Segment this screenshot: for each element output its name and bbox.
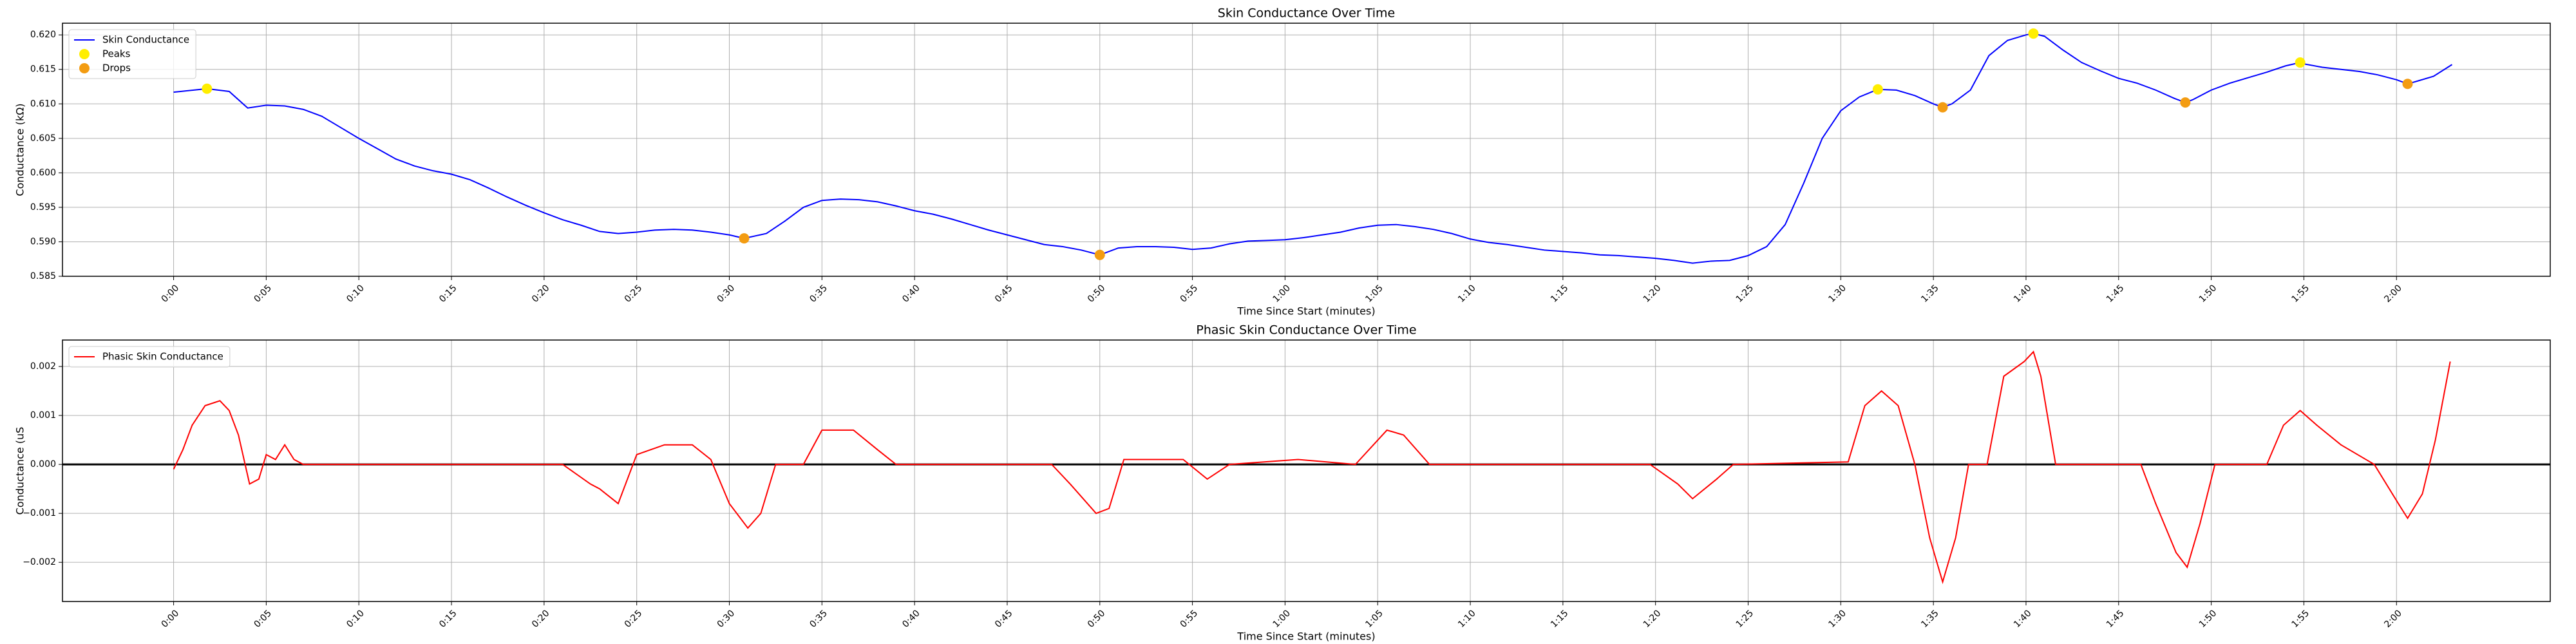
x-tick-label: 0:05 — [252, 608, 274, 630]
data-line — [173, 350, 2451, 585]
x-tick-label: 1:55 — [2290, 283, 2312, 305]
x-tick-label: 0:35 — [808, 283, 829, 305]
data-point — [1937, 102, 1948, 113]
x-tick-label: 0:45 — [993, 283, 1015, 305]
y-tick-label: 0.605 — [30, 133, 56, 144]
x-tick-label: 1:20 — [1642, 283, 1663, 305]
x-axis-label: Time Since Start (minutes) — [1236, 305, 1375, 317]
x-tick-label: 1:55 — [2290, 608, 2312, 630]
x-tick-label: 2:00 — [2382, 608, 2404, 630]
x-tick-label: 1:00 — [1271, 608, 1293, 630]
x-tick-label: 0:55 — [1179, 283, 1200, 305]
y-tick-label: 0.002 — [30, 361, 56, 372]
subplot: Skin Conductance Over Time Time Since Sta… — [14, 6, 2551, 317]
x-tick-label: 1:05 — [1363, 283, 1385, 305]
x-tick-label: 0:25 — [623, 608, 645, 630]
y-tick-label: 0.000 — [30, 459, 56, 469]
x-tick-label: 0:55 — [1179, 608, 1200, 630]
legend-label: Peaks — [102, 48, 131, 60]
plot-frame — [62, 23, 2551, 277]
x-tick-label: 1:45 — [2105, 283, 2126, 305]
x-tick-label: 0:50 — [1086, 283, 1108, 305]
chart-title: Phasic Skin Conductance Over Time — [1196, 323, 1416, 337]
x-tick-label: 1:45 — [2105, 608, 2126, 630]
data-point — [202, 83, 213, 94]
legend-marker — [79, 49, 90, 59]
chart-title: Skin Conductance Over Time — [1218, 6, 1395, 21]
y-tick-label: −0.001 — [23, 508, 56, 518]
x-tick-label: 0:30 — [715, 283, 737, 305]
y-tick-label: 0.595 — [30, 202, 56, 213]
plot-area — [62, 23, 2550, 276]
y-tick-label: 0.585 — [30, 271, 56, 281]
x-tick-label: 0:00 — [160, 608, 182, 630]
y-tick-label: 0.615 — [30, 64, 56, 75]
legend-box — [68, 346, 231, 368]
x-tick-label: 1:15 — [1549, 608, 1571, 630]
x-tick-label: 0:50 — [1086, 608, 1108, 630]
x-tick-label: 0:15 — [437, 283, 459, 305]
legend: Skin Conductance Peaks Drops — [68, 29, 196, 79]
x-tick-label: 1:30 — [1826, 608, 1848, 630]
x-tick-label: 0:40 — [900, 283, 922, 305]
data-point — [2028, 28, 2039, 39]
x-tick-label: 0:30 — [715, 608, 737, 630]
subplot: Phasic Skin Conductance Over Time Time Si… — [14, 323, 2551, 643]
plot-area — [62, 340, 2550, 601]
y-tick-label: −0.002 — [23, 557, 56, 567]
x-tick-label: 1:50 — [2197, 283, 2219, 305]
legend-box — [68, 29, 196, 79]
data-point — [1872, 84, 1883, 95]
y-tick-label: 0.590 — [30, 236, 56, 247]
x-tick-label: 2:00 — [2382, 283, 2404, 305]
x-tick-label: 1:40 — [2012, 283, 2034, 305]
data-point — [2295, 57, 2306, 68]
data-point — [739, 233, 750, 244]
data-point — [2180, 97, 2191, 108]
legend-label: Drops — [102, 62, 131, 74]
x-tick-label: 0:45 — [993, 608, 1015, 630]
y-tick-label: 0.001 — [30, 410, 56, 421]
x-tick-label: 0:15 — [437, 608, 459, 630]
x-tick-label: 1:10 — [1456, 283, 1478, 305]
legend-label: Skin Conductance — [102, 34, 189, 46]
y-tick-label: 0.620 — [30, 30, 56, 40]
x-tick-label: 1:30 — [1826, 283, 1848, 305]
x-tick-label: 1:35 — [1919, 608, 1941, 630]
x-tick-label: 1:40 — [2012, 608, 2034, 630]
y-axis-label: Conductance (uS — [14, 427, 26, 515]
y-tick-label: 0.600 — [30, 167, 56, 178]
x-tick-label: 0:00 — [160, 283, 182, 305]
x-tick-label: 1:00 — [1271, 283, 1293, 305]
x-tick-label: 0:05 — [252, 283, 274, 305]
x-tick-label: 1:15 — [1549, 283, 1571, 305]
x-tick-label: 1:20 — [1642, 608, 1663, 630]
x-tick-label: 1:35 — [1919, 283, 1941, 305]
x-tick-label: 0:35 — [808, 608, 829, 630]
x-tick-label: 1:50 — [2197, 608, 2219, 630]
x-tick-label: 0:10 — [345, 283, 366, 305]
data-point — [2402, 79, 2413, 90]
plot-frame — [62, 339, 2551, 602]
x-tick-label: 1:10 — [1456, 608, 1478, 630]
data-line — [173, 33, 2453, 264]
x-axis-label: Time Since Start (minutes) — [1236, 630, 1375, 643]
legend-label: Phasic Skin Conductance — [102, 351, 223, 363]
x-tick-label: 1:05 — [1363, 608, 1385, 630]
legend: Phasic Skin Conductance — [68, 346, 231, 368]
data-point — [1094, 249, 1105, 260]
x-tick-label: 0:40 — [900, 608, 922, 630]
y-axis-label: Conductance (kΩ) — [14, 103, 26, 196]
x-tick-label: 0:20 — [530, 283, 552, 305]
x-tick-label: 0:25 — [623, 283, 645, 305]
legend-marker — [79, 63, 90, 73]
y-tick-label: 0.610 — [30, 99, 56, 109]
x-tick-label: 1:25 — [1734, 283, 1756, 305]
x-tick-label: 0:10 — [345, 608, 366, 630]
x-tick-label: 1:25 — [1734, 608, 1756, 630]
x-tick-label: 0:20 — [530, 608, 552, 630]
